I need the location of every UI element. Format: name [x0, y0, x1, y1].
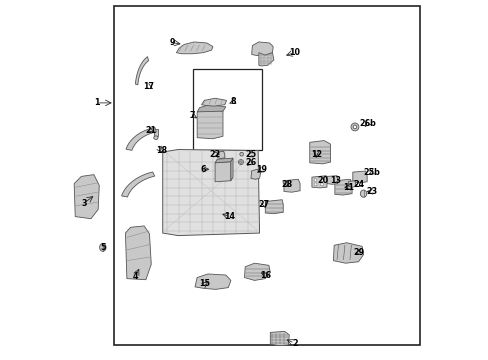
Text: 9: 9 [169, 38, 174, 47]
Polygon shape [333, 243, 363, 263]
Polygon shape [326, 176, 337, 184]
Polygon shape [126, 127, 156, 150]
FancyBboxPatch shape [192, 69, 262, 149]
Text: 24: 24 [353, 180, 364, 189]
Ellipse shape [313, 179, 316, 181]
Text: 27: 27 [258, 200, 269, 209]
Text: 6: 6 [200, 165, 205, 174]
Text: 14: 14 [224, 212, 234, 221]
Polygon shape [135, 57, 148, 85]
Ellipse shape [320, 183, 323, 186]
Text: 3: 3 [81, 199, 86, 208]
Text: 20: 20 [317, 176, 328, 185]
Ellipse shape [239, 152, 243, 156]
Polygon shape [176, 42, 212, 54]
Text: 12: 12 [310, 150, 321, 159]
FancyBboxPatch shape [113, 6, 419, 345]
Polygon shape [230, 158, 233, 181]
Polygon shape [348, 181, 355, 187]
Polygon shape [334, 179, 351, 195]
Text: 29: 29 [353, 248, 364, 257]
Text: 8: 8 [230, 97, 235, 106]
Text: 19: 19 [256, 166, 266, 175]
Polygon shape [74, 175, 99, 219]
Polygon shape [197, 105, 225, 112]
Text: 1: 1 [94, 98, 99, 107]
Ellipse shape [350, 123, 358, 131]
Polygon shape [270, 331, 289, 346]
Text: 22: 22 [209, 150, 220, 159]
Polygon shape [195, 274, 230, 289]
Text: 5: 5 [100, 243, 105, 252]
Ellipse shape [100, 243, 106, 251]
Polygon shape [309, 140, 330, 164]
Text: 21: 21 [145, 126, 157, 135]
Polygon shape [250, 169, 260, 179]
Ellipse shape [320, 179, 323, 181]
Ellipse shape [239, 161, 242, 163]
Text: 4: 4 [132, 272, 138, 281]
Polygon shape [265, 200, 283, 214]
Text: 26: 26 [245, 158, 256, 167]
Polygon shape [125, 226, 151, 280]
Polygon shape [215, 158, 233, 163]
Text: 2: 2 [291, 339, 297, 348]
Ellipse shape [313, 183, 316, 186]
Text: 23: 23 [366, 187, 377, 196]
Text: 26b: 26b [359, 119, 376, 128]
FancyBboxPatch shape [154, 129, 158, 136]
Text: 16: 16 [259, 270, 270, 279]
Polygon shape [258, 53, 273, 66]
Polygon shape [244, 263, 270, 280]
Ellipse shape [352, 125, 356, 129]
Ellipse shape [238, 159, 243, 165]
Polygon shape [284, 179, 300, 192]
Ellipse shape [153, 136, 158, 139]
Polygon shape [311, 176, 326, 188]
Text: 15: 15 [199, 279, 210, 288]
Polygon shape [217, 151, 224, 158]
Polygon shape [122, 172, 154, 197]
Text: 25b: 25b [363, 168, 380, 177]
Text: 10: 10 [288, 48, 300, 57]
Text: 11: 11 [342, 183, 353, 192]
Text: 28: 28 [281, 180, 292, 189]
Polygon shape [352, 171, 366, 183]
Text: 25: 25 [245, 150, 256, 159]
Polygon shape [197, 109, 223, 139]
Polygon shape [201, 98, 226, 106]
Text: 7: 7 [189, 111, 195, 120]
Ellipse shape [360, 190, 366, 197]
Polygon shape [251, 42, 273, 55]
Polygon shape [215, 162, 230, 182]
Text: 18: 18 [155, 146, 166, 155]
Text: 13: 13 [330, 176, 341, 185]
Text: 17: 17 [143, 82, 154, 91]
Polygon shape [163, 149, 259, 235]
